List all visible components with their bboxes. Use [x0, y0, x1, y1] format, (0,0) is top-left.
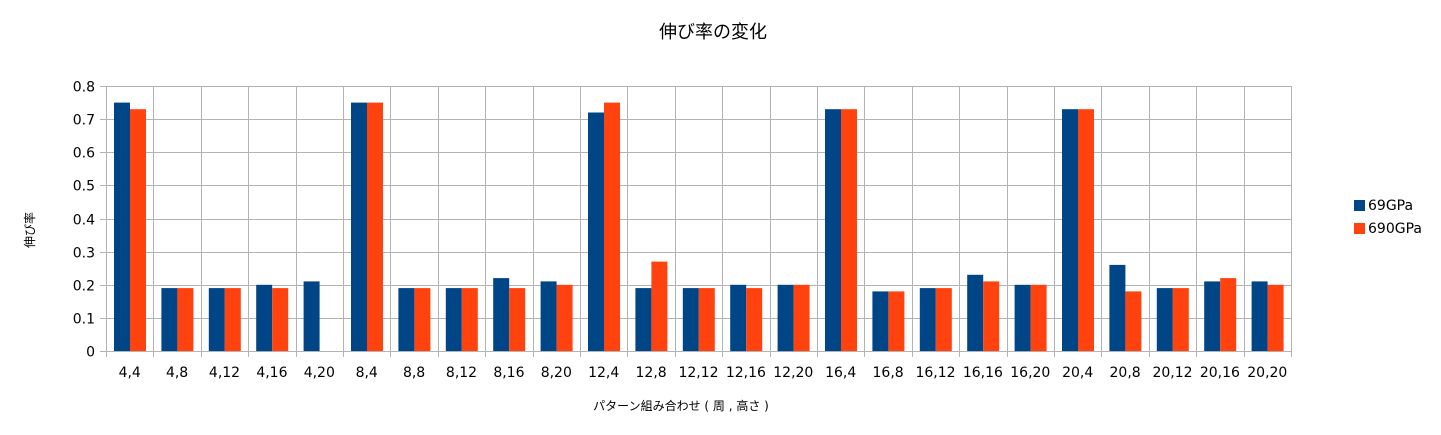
bar-69GPa [398, 288, 415, 351]
x-tick-label: 12,16 [726, 365, 766, 381]
bar-69GPa [919, 288, 936, 351]
bar-690GPa [746, 288, 763, 351]
bar-69GPa [967, 274, 984, 351]
x-tick-label: 16,8 [873, 365, 904, 381]
bar-690GPa [1125, 291, 1142, 351]
bar-69GPa [635, 288, 652, 351]
x-tick-label: 20,20 [1247, 365, 1287, 381]
x-tick-label: 16,4 [825, 365, 856, 381]
bar-69GPa [825, 109, 841, 351]
y-tick-label: 0.1 [73, 312, 95, 328]
bar-690GPa [698, 288, 715, 351]
bar-690GPa [935, 288, 952, 351]
bar-690GPa [509, 288, 526, 351]
bar-690GPa [841, 109, 857, 351]
bar-690GPa [1078, 109, 1094, 351]
bar-69GPa [682, 288, 699, 351]
chart-title: 伸び率の変化 [659, 22, 767, 43]
y-axis-ticks: 0 0.1 0.2 0.3 0.4 0.5 0.6 0.7 0.8 [73, 80, 95, 361]
bar-69GPa [730, 284, 747, 352]
bar-690GPa [1172, 288, 1189, 351]
bar-690GPa [177, 288, 194, 351]
bar-690GPa [414, 288, 431, 351]
x-tick-label: 4,20 [304, 365, 335, 381]
bar-69GPa [540, 281, 557, 351]
bar-69GPa [1014, 284, 1031, 352]
x-tick-label: 20,12 [1152, 365, 1192, 381]
x-tick-label: 16,16 [963, 365, 1003, 381]
x-tick-label: 12,8 [636, 365, 667, 381]
y-tick-label: 0.7 [73, 113, 95, 129]
bar-690GPa [130, 109, 146, 351]
x-tick-label: 16,12 [915, 365, 955, 381]
bar-690GPa [604, 102, 620, 351]
legend-swatch [1354, 200, 1365, 211]
bar-690GPa [888, 291, 905, 351]
bar-69GPa [1109, 264, 1126, 351]
y-tick-label: 0.3 [73, 246, 95, 262]
bar-69GPa [1062, 109, 1078, 351]
y-axis-label: 伸び率 [22, 212, 37, 248]
x-tick-label: 16,20 [1010, 365, 1050, 381]
bar-690GPa [556, 284, 573, 352]
x-tick-label: 20,16 [1200, 365, 1240, 381]
x-tick-label: 20,4 [1062, 365, 1093, 381]
legend-label: 690GPa [1368, 221, 1422, 237]
x-tick-label: 12,4 [588, 365, 619, 381]
bar-690GPa [1220, 278, 1237, 351]
bar-690GPa [224, 288, 241, 351]
x-tick-label: 20,8 [1110, 365, 1141, 381]
y-tick-label: 0.4 [73, 213, 95, 229]
x-tick-label: 8,16 [493, 365, 524, 381]
bar-69GPa [351, 102, 367, 351]
y-tick-label: 0 [86, 345, 95, 361]
bar-690GPa [651, 261, 668, 351]
bar-690GPa [1267, 284, 1284, 352]
x-tick-label: 4,8 [166, 365, 188, 381]
bar-690GPa [793, 284, 810, 352]
x-tick-label: 8,4 [356, 365, 378, 381]
x-tick-label: 8,8 [403, 365, 425, 381]
bar-69GPa [1204, 281, 1221, 351]
bar-69GPa [1251, 281, 1268, 351]
bar-69GPa [114, 102, 130, 351]
bar-690GPa [367, 102, 383, 351]
x-tick-label: 4,4 [119, 365, 141, 381]
y-tick-label: 0.6 [73, 146, 95, 162]
bar-69GPa [208, 288, 225, 351]
bar-69GPa [445, 288, 462, 351]
bar-690GPa [983, 281, 1000, 351]
legend-swatch [1354, 223, 1365, 234]
legend-label: 69GPa [1368, 198, 1413, 214]
y-tick-label: 0.8 [73, 80, 95, 96]
bar-690GPa [272, 288, 289, 351]
x-axis-ticks: 4,4 4,8 4,12 4,16 4,20 8,4 8,8 8,12 8,16 8,20 12,4… [119, 365, 1288, 381]
bar-69GPa [588, 112, 604, 351]
bar-69GPa [1156, 288, 1173, 351]
x-axis-label: パターン組み合わせ ( 周 , 高さ ) [593, 398, 769, 413]
bar-69GPa [872, 291, 889, 351]
x-tick-label: 8,20 [541, 365, 572, 381]
legend: 69GPa 690GPa [1354, 198, 1422, 237]
bar-690GPa [461, 288, 478, 351]
bar-69GPa [303, 281, 320, 351]
bar-69GPa [777, 284, 794, 352]
bar-69GPa [493, 278, 510, 351]
x-tick-label: 12,20 [773, 365, 813, 381]
y-tick-label: 0.2 [73, 279, 95, 295]
x-tick-label: 4,12 [209, 365, 240, 381]
y-tick-label: 0.5 [73, 179, 95, 195]
x-tick-label: 8,12 [446, 365, 477, 381]
bar-690GPa [1030, 284, 1047, 352]
grid [100, 86, 1292, 357]
x-tick-label: 4,16 [256, 365, 287, 381]
bars [114, 102, 1284, 352]
x-tick-label: 12,12 [678, 365, 718, 381]
bar-69GPa [256, 284, 273, 352]
bar-69GPa [161, 288, 178, 351]
